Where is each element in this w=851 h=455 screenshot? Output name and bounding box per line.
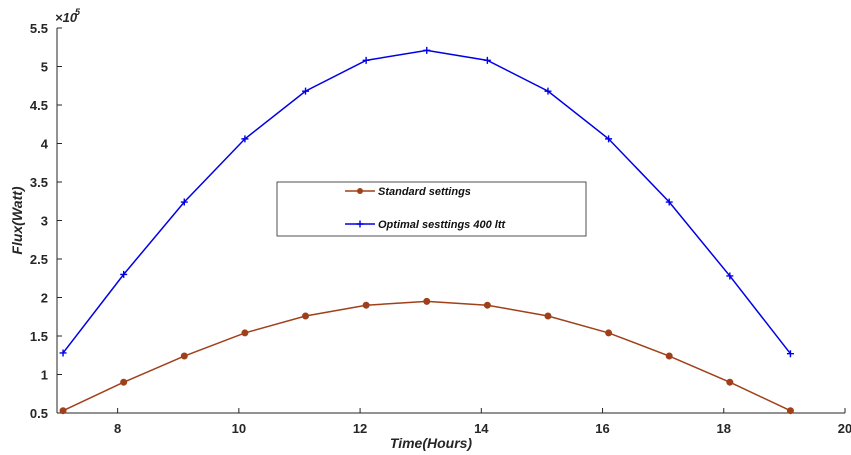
y-tick-label-3: 3	[41, 214, 48, 229]
y-tick-label-5-5: 5.5	[30, 21, 48, 36]
x-tick-label-10: 10	[232, 421, 246, 436]
legend-marker-optimal-settings	[356, 220, 364, 228]
x-tick-label-14: 14	[474, 421, 489, 436]
x-tick-label-18: 18	[717, 421, 731, 436]
data-point-optimal-sesttings-400-ltt-7	[483, 56, 491, 64]
x-axis-label: Time(Hours)	[390, 435, 473, 451]
legend-entry-standard-settings: Standard settings	[345, 186, 471, 198]
data-point-standard-settings-2	[180, 352, 188, 360]
data-point-standard-settings-3	[241, 329, 249, 337]
x-tick-label-20: 20	[838, 421, 851, 436]
legend-marker-standard-settings	[357, 188, 363, 194]
y-tick-label-3-5: 3.5	[30, 175, 48, 190]
data-point-standard-settings-1	[120, 378, 128, 386]
y-tick-label-2: 2	[41, 291, 48, 306]
series	[59, 46, 794, 415]
y-tick-label-1-5: 1.5	[30, 329, 48, 344]
series-line-standard-settings	[62, 300, 791, 412]
legend: Standard settings Optimal sesttings 400 …	[276, 181, 587, 237]
x-tick-label-16: 16	[595, 421, 609, 436]
y-tick-label-4-5: 4.5	[30, 98, 48, 113]
y-tick-label-2-5: 2.5	[30, 252, 48, 267]
y-tick-label-4: 4	[41, 137, 49, 152]
data-point-optimal-sesttings-400-ltt-5	[362, 56, 370, 64]
x-tick-label-12: 12	[353, 421, 367, 436]
series-optimal-sesttings-400-ltt	[59, 46, 794, 358]
y-axis-multiplier-base: ×10	[55, 10, 78, 25]
y-axis-label: Flux(Watt)	[9, 186, 25, 255]
data-point-standard-settings-4	[302, 312, 310, 320]
data-point-optimal-sesttings-400-ltt-6	[423, 46, 431, 54]
legend-entry-optimal-settings: Optimal sesttings 400 ltt	[345, 219, 506, 231]
data-point-optimal-sesttings-400-ltt-11	[726, 272, 734, 280]
data-point-optimal-sesttings-400-ltt-12	[786, 350, 794, 358]
series-standard-settings	[59, 297, 794, 415]
data-point-optimal-sesttings-400-ltt-0	[59, 349, 67, 357]
data-point-standard-settings-8	[544, 312, 552, 320]
y-tick-label-5: 5	[41, 60, 48, 75]
y-axis-multiplier-power: 5	[75, 7, 81, 17]
data-point-standard-settings-5	[362, 301, 370, 309]
data-point-optimal-sesttings-400-ltt-3	[241, 135, 249, 143]
legend-box	[276, 181, 587, 237]
data-point-optimal-sesttings-400-ltt-4	[302, 87, 310, 95]
data-point-standard-settings-6	[423, 297, 431, 305]
y-tick-label-1: 1	[41, 368, 48, 383]
data-point-standard-settings-12	[786, 407, 794, 415]
data-point-optimal-sesttings-400-ltt-1	[120, 270, 128, 278]
data-point-standard-settings-7	[483, 301, 491, 309]
data-point-standard-settings-11	[726, 378, 734, 386]
data-point-optimal-sesttings-400-ltt-2	[180, 198, 188, 206]
ticks: 8 10 12 14 16 18 20 0.5 1 1.5 2 2.5 3 3.5 4 4.5 5 5.5	[30, 21, 851, 436]
data-point-standard-settings-0	[59, 407, 67, 415]
data-point-standard-settings-10	[665, 352, 673, 360]
data-point-optimal-sesttings-400-ltt-10	[665, 198, 673, 206]
y-tick-label-0-5: 0.5	[30, 406, 48, 421]
x-tick-label-8: 8	[114, 421, 121, 436]
data-point-optimal-sesttings-400-ltt-8	[544, 87, 552, 95]
legend-label-optimal-settings: Optimal sesttings 400 ltt	[378, 219, 506, 231]
data-point-standard-settings-9	[605, 329, 613, 337]
y-axis-multiplier: ×10 5	[55, 7, 81, 25]
legend-label-standard-settings: Standard settings	[378, 186, 471, 198]
data-point-optimal-sesttings-400-ltt-9	[605, 135, 613, 143]
